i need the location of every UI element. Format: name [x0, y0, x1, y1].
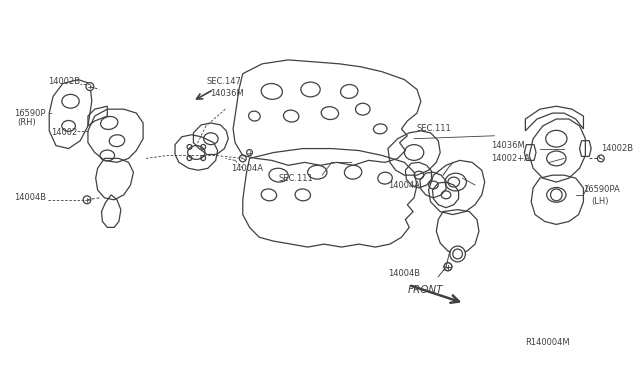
Text: 14004B: 14004B	[14, 193, 47, 202]
Text: FRONT: FRONT	[407, 285, 443, 295]
Circle shape	[86, 83, 93, 90]
Text: 14004B: 14004B	[388, 269, 420, 278]
Text: (RH): (RH)	[17, 118, 36, 128]
Circle shape	[450, 246, 465, 262]
Circle shape	[246, 150, 252, 155]
Text: 14002+A: 14002+A	[492, 154, 531, 163]
Text: 14036M: 14036M	[492, 141, 525, 150]
Text: 14036M: 14036M	[210, 89, 244, 98]
Text: 14004A: 14004A	[231, 164, 263, 173]
Text: (LH): (LH)	[591, 197, 609, 206]
Text: 14002: 14002	[51, 128, 77, 137]
Circle shape	[83, 196, 91, 204]
Circle shape	[444, 263, 452, 271]
Text: 16590PA: 16590PA	[584, 185, 620, 195]
Text: SEC.147: SEC.147	[206, 77, 241, 86]
Text: 14004A: 14004A	[388, 180, 420, 189]
Circle shape	[444, 263, 452, 271]
Text: 14002B: 14002B	[601, 144, 633, 153]
Text: 16590P: 16590P	[14, 109, 46, 118]
Text: 14002B: 14002B	[48, 77, 81, 86]
Text: SEC.111: SEC.111	[278, 174, 314, 183]
Text: R140004M: R140004M	[525, 338, 570, 347]
Text: SEC.111: SEC.111	[417, 124, 452, 134]
